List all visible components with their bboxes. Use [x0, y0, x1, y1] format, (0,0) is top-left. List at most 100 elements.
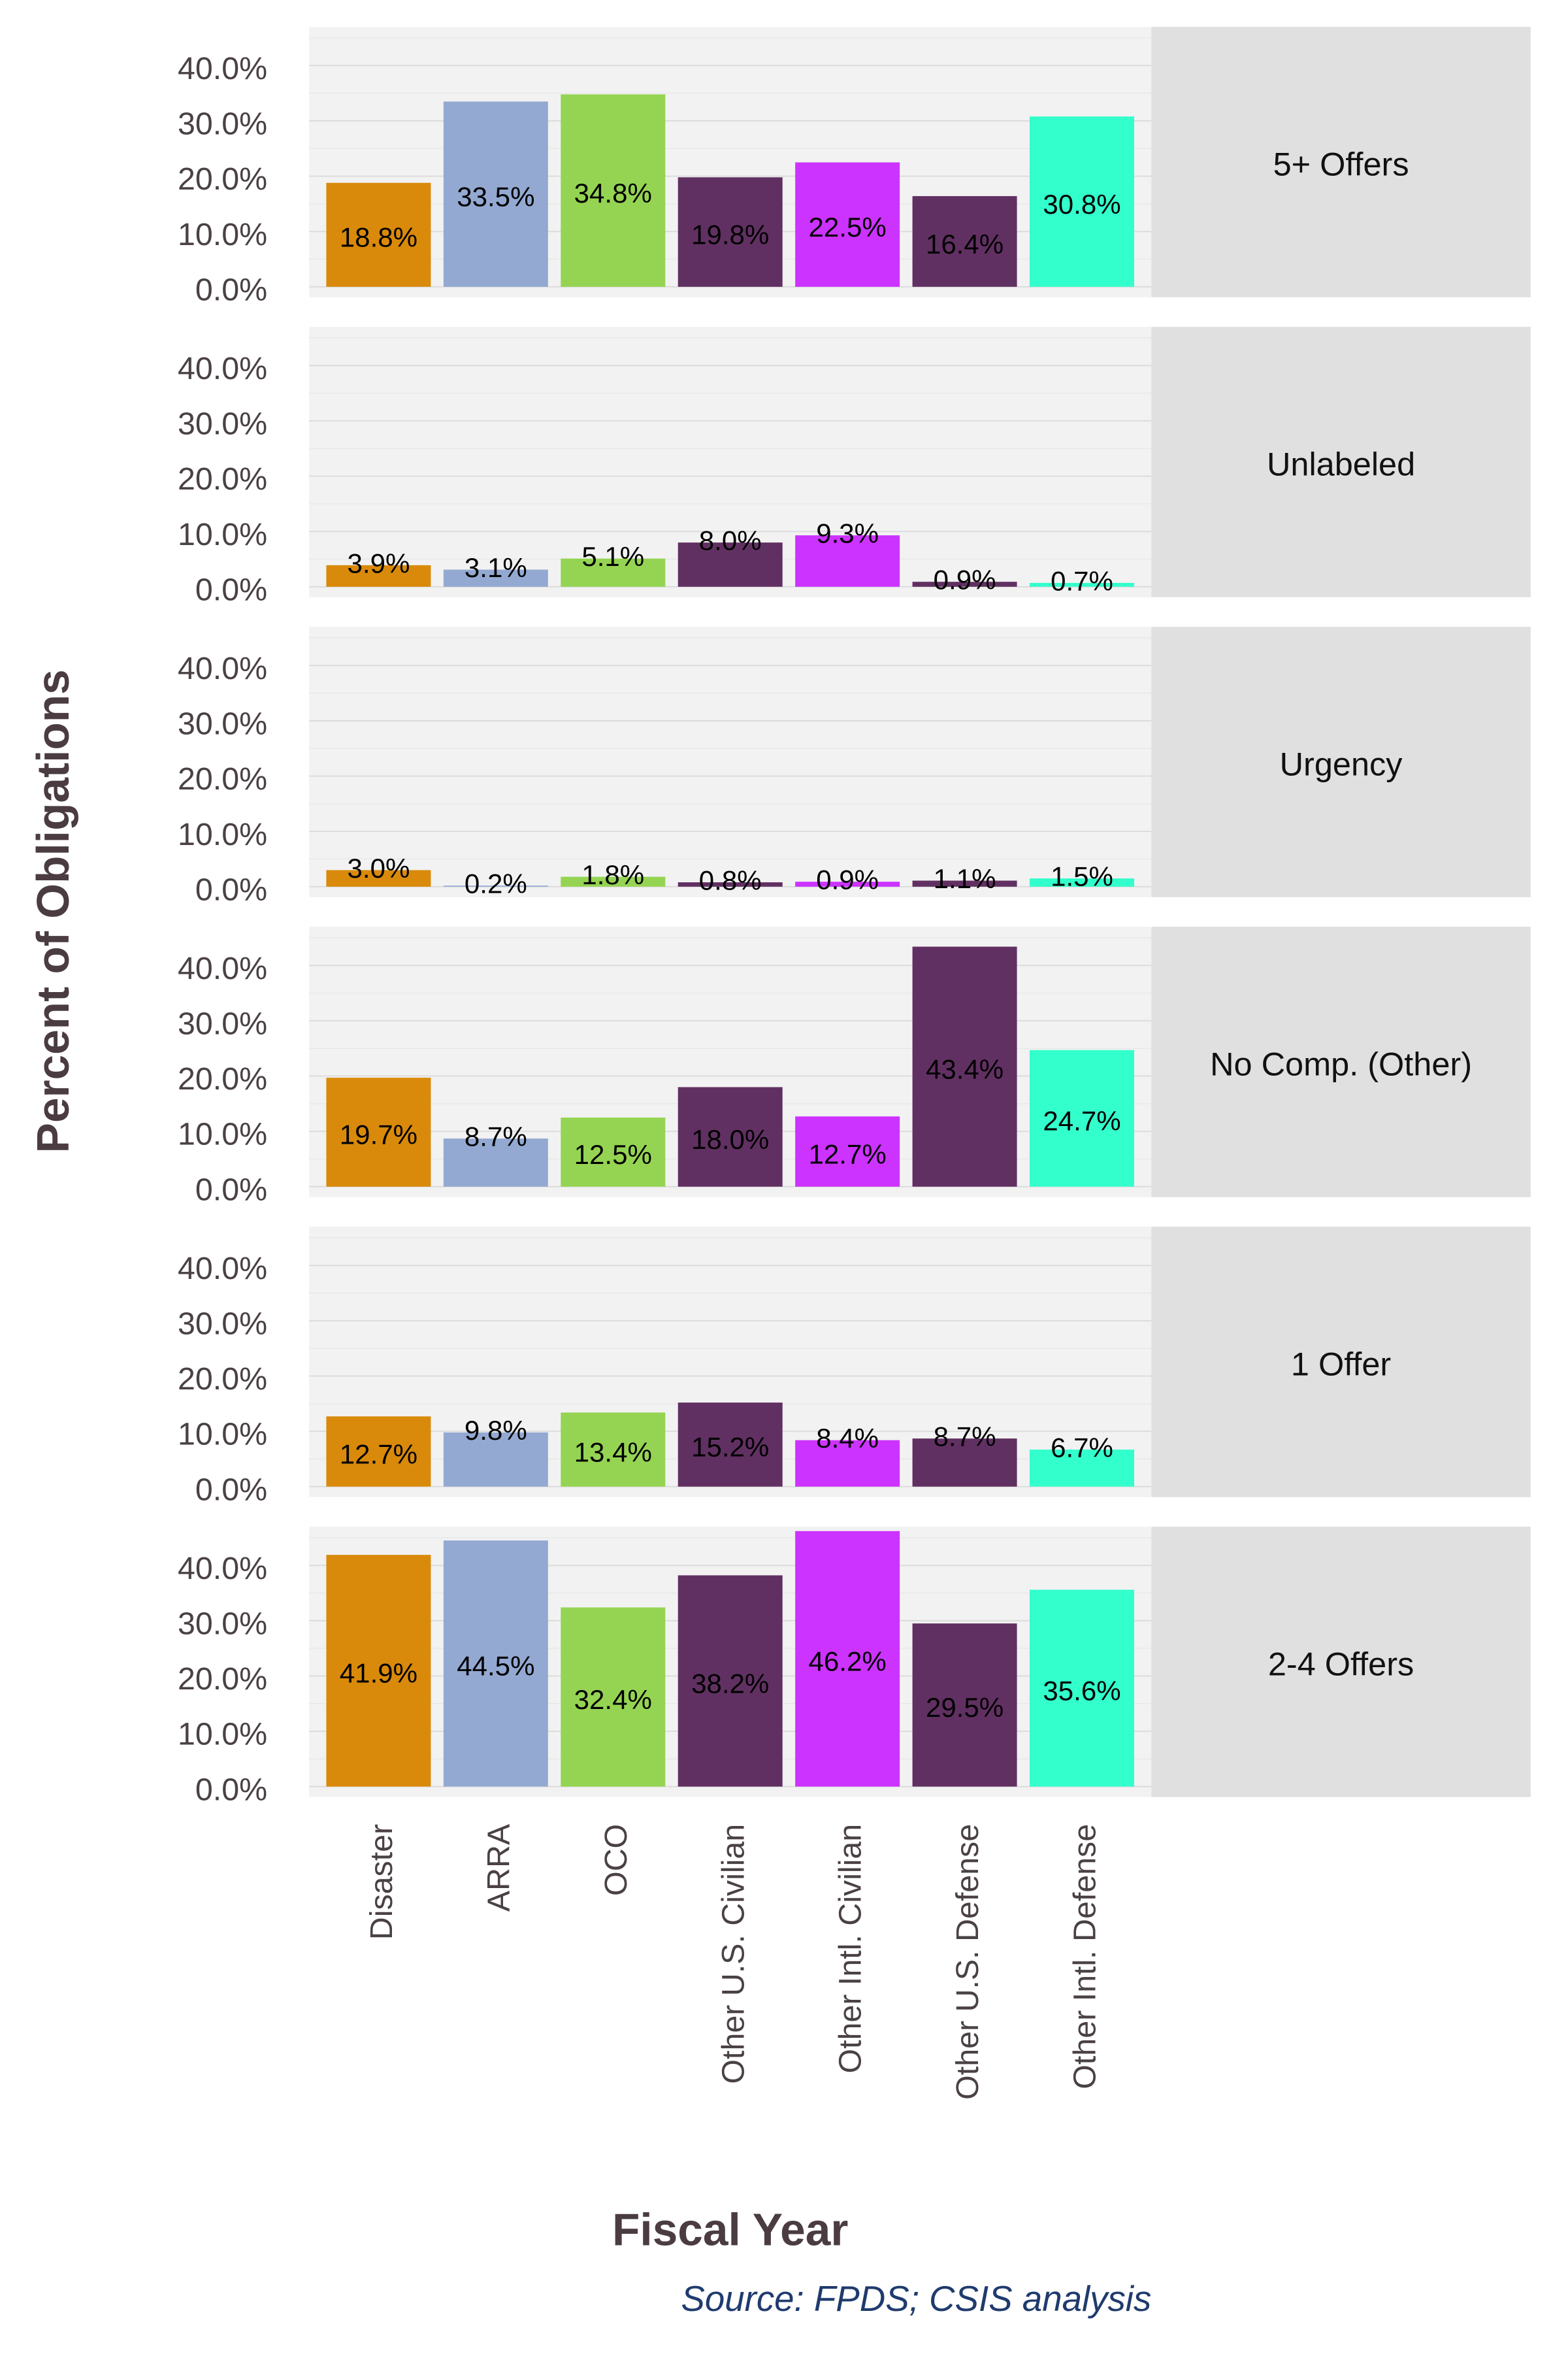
y-tick-label: 0.0%	[195, 872, 267, 907]
y-tick-label: 30.0%	[178, 107, 267, 142]
bar	[795, 535, 900, 587]
bar	[912, 880, 1017, 887]
y-tick-label: 0.0%	[195, 1172, 267, 1207]
bar-value-label: 0.8%	[699, 865, 762, 895]
bar-value-label: 8.4%	[816, 1423, 879, 1453]
facet-label: 1 Offer	[1291, 1345, 1391, 1382]
y-tick-label: 10.0%	[178, 1717, 267, 1752]
facet-label: Unlabeled	[1267, 446, 1415, 483]
bar-value-label: 8.7%	[465, 1121, 527, 1152]
bar-value-label: 12.7%	[809, 1138, 887, 1169]
bar-value-label: 19.7%	[340, 1120, 417, 1150]
facet-strip	[1151, 27, 1531, 297]
bar	[912, 582, 1017, 587]
y-tick-label: 0.0%	[195, 572, 267, 607]
bar-value-label: 22.5%	[809, 212, 887, 242]
bar-value-label: 32.4%	[574, 1684, 652, 1715]
y-tick-label: 20.0%	[178, 761, 267, 797]
bar	[561, 876, 666, 887]
y-tick-label: 30.0%	[178, 1006, 267, 1041]
bar	[326, 565, 431, 587]
bar	[561, 1117, 666, 1187]
bar-value-label: 13.4%	[574, 1436, 652, 1467]
panel-background	[309, 627, 1152, 897]
bar-value-label: 6.7%	[1051, 1432, 1113, 1463]
bar	[443, 886, 548, 887]
facet-strip	[1151, 1527, 1531, 1797]
bar	[326, 182, 431, 287]
bar	[912, 946, 1017, 1187]
bar-value-label: 38.2%	[691, 1668, 769, 1699]
bar-value-label: 3.0%	[348, 853, 410, 884]
y-tick-label: 30.0%	[178, 1606, 267, 1641]
bar	[443, 1540, 548, 1787]
y-tick-label: 40.0%	[178, 951, 267, 986]
facet-strip	[1151, 927, 1531, 1197]
bar	[326, 1416, 431, 1487]
bar	[912, 196, 1017, 287]
y-tick-label: 10.0%	[178, 1117, 267, 1152]
bar	[1030, 878, 1134, 887]
y-tick-label: 0.0%	[195, 1772, 267, 1807]
bar	[678, 177, 783, 287]
bar	[443, 569, 548, 587]
bar-value-label: 43.4%	[926, 1054, 1004, 1084]
bar-value-label: 12.7%	[340, 1438, 417, 1469]
y-tick-label: 20.0%	[178, 1661, 267, 1697]
bar	[443, 1432, 548, 1487]
bar	[326, 870, 431, 887]
bar	[443, 1138, 548, 1187]
y-tick-label: 40.0%	[178, 1251, 267, 1286]
bar	[443, 101, 548, 287]
bar-value-label: 15.2%	[691, 1432, 769, 1463]
bar	[795, 1531, 900, 1787]
y-tick-label: 40.0%	[178, 51, 267, 86]
x-tick-label: ARRA	[481, 1823, 516, 1912]
bar-value-label: 41.9%	[340, 1658, 417, 1689]
bar-value-label: 1.1%	[934, 863, 996, 894]
bar-value-label: 1.5%	[1051, 861, 1113, 892]
bar	[795, 1116, 900, 1187]
bar-value-label: 0.2%	[465, 869, 527, 899]
bar	[326, 1078, 431, 1187]
bar-value-label: 34.8%	[574, 178, 652, 208]
y-tick-label: 40.0%	[178, 351, 267, 386]
y-tick-label: 10.0%	[178, 1417, 267, 1452]
bar-value-label: 3.9%	[348, 548, 410, 578]
bar	[1030, 582, 1134, 587]
bar-value-label: 12.5%	[574, 1139, 652, 1170]
x-tick-label: Other U.S. Civilian	[715, 1824, 751, 2084]
bar	[561, 1607, 666, 1787]
x-tick-label: Other U.S. Defense	[950, 1824, 985, 2100]
bar-value-label: 18.0%	[691, 1124, 769, 1155]
y-tick-label: 20.0%	[178, 1061, 267, 1097]
bar-value-label: 9.3%	[816, 518, 879, 549]
bar	[1030, 1450, 1134, 1487]
y-tick-label: 20.0%	[178, 1361, 267, 1397]
bar-value-label: 0.9%	[934, 565, 996, 595]
x-axis-title: Fiscal Year	[612, 2204, 848, 2255]
y-tick-label: 10.0%	[178, 217, 267, 252]
bar-value-label: 33.5%	[457, 181, 534, 212]
facet-strip	[1151, 327, 1531, 597]
bar	[678, 1087, 783, 1187]
bar	[678, 1402, 783, 1487]
bar	[795, 162, 900, 287]
bar	[912, 1438, 1017, 1487]
bar	[1030, 1589, 1134, 1787]
facet-label: Urgency	[1280, 746, 1403, 783]
bar	[1030, 1050, 1134, 1187]
facet-label: 5+ Offers	[1273, 146, 1409, 183]
bar-value-label: 8.0%	[699, 525, 762, 556]
bar-value-label: 0.7%	[1051, 565, 1113, 596]
y-tick-label: 0.0%	[195, 1472, 267, 1507]
y-tick-label: 10.0%	[178, 517, 267, 552]
x-tick-label: Disaster	[364, 1824, 399, 1940]
bar-value-label: 30.8%	[1043, 189, 1120, 220]
x-tick-label: OCO	[598, 1824, 634, 1896]
bar	[561, 558, 666, 587]
bar	[678, 882, 783, 887]
x-tick-label: Other Intl. Civilian	[833, 1824, 868, 2074]
bar-value-label: 5.1%	[581, 541, 644, 572]
